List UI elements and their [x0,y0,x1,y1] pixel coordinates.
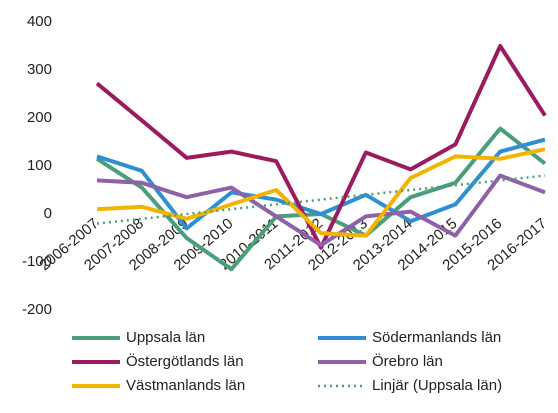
y-tick-label: 300 [27,61,52,78]
legend-label: Uppsala län [126,329,205,346]
series-line [96,173,546,248]
y-tick-label: -100 [22,253,52,270]
series-line [96,147,546,238]
y-tick-label: 0 [44,205,52,222]
legend-label: Linjär (Uppsala län) [372,377,502,394]
legend-label: Örebro län [372,352,443,370]
series-line [96,137,546,231]
y-tick-label: -200 [22,301,52,318]
y-tick-label: 100 [27,157,52,174]
legend-label: Östergötlands län [126,352,244,370]
series-line [95,44,547,250]
legend-label: Södermanlands län [372,329,501,346]
y-tick-label: 200 [27,109,52,126]
legend-label: Västmanlands län [126,377,245,394]
y-tick-label: 400 [27,13,52,30]
